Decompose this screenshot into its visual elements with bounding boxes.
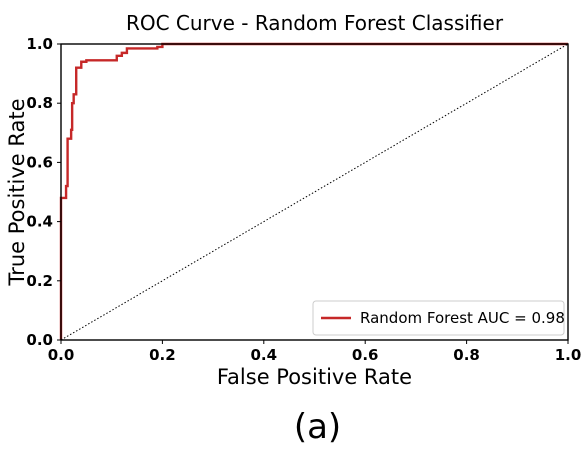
plot-frame <box>60 43 569 341</box>
y-tick-label: 1.0 <box>26 35 53 53</box>
figure-caption: (a) <box>294 407 341 447</box>
x-tick-label: 0.0 <box>48 346 75 364</box>
x-tick-label: 0.2 <box>149 346 176 364</box>
y-axis-ticks: 0.0 0.2 0.4 0.6 0.8 1.0 <box>26 35 61 349</box>
plot-area <box>59 42 569 341</box>
y-axis-label: True Positive Rate <box>5 98 29 286</box>
x-tick-label: 1.0 <box>555 346 581 364</box>
y-tick-label: 0.0 <box>26 331 53 349</box>
y-tick-label: 0.8 <box>26 94 53 112</box>
chart-title: ROC Curve - Random Forest Classifier <box>126 11 504 35</box>
x-axis-label: False Positive Rate <box>217 365 412 389</box>
x-tick-label: 0.8 <box>453 346 480 364</box>
legend-box <box>312 300 565 336</box>
x-tick-label: 0.6 <box>352 346 379 364</box>
x-tick-label: 0.4 <box>251 346 278 364</box>
y-tick-label: 0.2 <box>26 272 53 290</box>
y-tick-label: 0.6 <box>26 153 53 171</box>
legend-label: Random Forest AUC = 0.98 <box>360 309 565 327</box>
legend: Random Forest AUC = 0.98 <box>312 300 565 336</box>
chance-diagonal-line <box>60 43 569 341</box>
y-tick-label: 0.4 <box>26 213 53 231</box>
roc-curve-line <box>59 42 568 340</box>
x-axis-ticks: 0.0 0.2 0.4 0.6 0.8 1.0 <box>48 340 581 364</box>
